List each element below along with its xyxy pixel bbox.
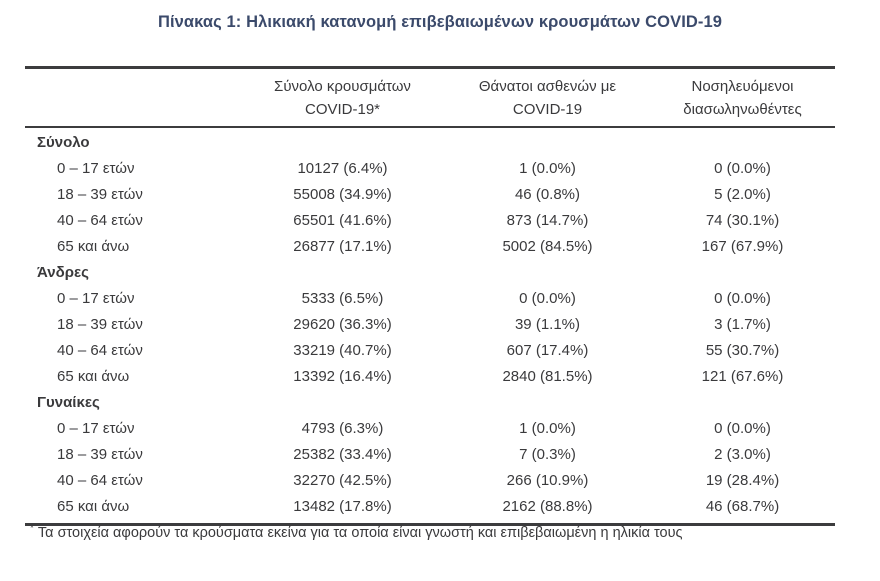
table-row: 0 – 17 ετών 5333 (6.5%) 0 (0.0%) 0 (0.0%… (25, 286, 835, 312)
table-row: 0 – 17 ετών 4793 (6.3%) 1 (0.0%) 0 (0.0%… (25, 416, 835, 442)
table-row: 65 και άνω 13392 (16.4%) 2840 (81.5%) 12… (25, 364, 835, 390)
deaths-value: 2840 (81.5%) (502, 368, 593, 385)
age-label: 0 – 17 ετών (57, 160, 135, 177)
deaths-value: 266 (10.9%) (506, 472, 589, 489)
cases-value: 32270 (42.5%) (293, 472, 392, 489)
age-label: 18 – 39 ετών (57, 186, 143, 203)
deaths-value: 5002 (84.5%) (502, 238, 593, 255)
intubated-value: 0 (0.0%) (714, 290, 771, 307)
table-row: 0 – 17 ετών 10127 (6.4%) 1 (0.0%) 0 (0.0… (25, 156, 835, 182)
cases-value: 65501 (41.6%) (293, 212, 392, 229)
header-cases-line2: COVID-19* (304, 101, 381, 118)
intubated-value: 3 (1.7%) (714, 316, 771, 333)
header-intubated-line1: Νοσηλευόμενοι (691, 78, 794, 95)
intubated-value: 121 (67.6%) (701, 368, 784, 385)
table-row: 18 – 39 ετών 25382 (33.4%) 7 (0.3%) 2 (3… (25, 442, 835, 468)
table-row: 65 και άνω 26877 (17.1%) 5002 (84.5%) 16… (25, 234, 835, 260)
intubated-value: 55 (30.7%) (705, 342, 780, 359)
intubated-value: 5 (2.0%) (714, 186, 771, 203)
intubated-value: 74 (30.1%) (705, 212, 780, 229)
table-row: 18 – 39 ετών 55008 (34.9%) 46 (0.8%) 5 (… (25, 182, 835, 208)
cases-value: 29620 (36.3%) (293, 316, 392, 333)
deaths-value: 1 (0.0%) (519, 160, 576, 177)
group-header-men: Άνδρες (37, 264, 89, 281)
cases-value: 10127 (6.4%) (297, 160, 388, 177)
group-header-women: Γυναίκες (37, 394, 100, 411)
deaths-value: 873 (14.7%) (506, 212, 589, 229)
age-label: 0 – 17 ετών (57, 290, 135, 307)
intubated-value: 167 (67.9%) (701, 238, 784, 255)
table-row: 40 – 64 ετών 65501 (41.6%) 873 (14.7%) 7… (25, 208, 835, 234)
age-label: 65 και άνω (57, 368, 130, 385)
age-label: 18 – 39 ετών (57, 316, 143, 333)
age-label: 65 και άνω (57, 238, 130, 255)
header-cell-intubated: Νοσηλευόμενοι διασωληνωθέντες (650, 75, 835, 121)
age-label: 65 και άνω (57, 498, 130, 515)
covid-age-distribution-table: Σύνολο κρουσμάτων COVID-19* Θάνατοι ασθε… (25, 66, 835, 526)
table-body: Σύνολο 0 – 17 ετών 10127 (6.4%) 1 (0.0%)… (25, 128, 835, 526)
deaths-value: 7 (0.3%) (519, 446, 576, 463)
group-header-total: Σύνολο (37, 134, 90, 151)
deaths-value: 46 (0.8%) (514, 186, 581, 203)
cases-value: 13482 (17.8%) (293, 498, 392, 515)
deaths-value: 607 (17.4%) (506, 342, 589, 359)
header-intubated-line2: διασωληνωθέντες (683, 101, 802, 118)
table-row: 65 και άνω 13482 (17.8%) 2162 (88.8%) 46… (25, 494, 835, 520)
cases-value: 25382 (33.4%) (293, 446, 392, 463)
cases-value: 13392 (16.4%) (293, 368, 392, 385)
age-label: 40 – 64 ετών (57, 472, 143, 489)
table-header-row: Σύνολο κρουσμάτων COVID-19* Θάνατοι ασθε… (25, 66, 835, 128)
header-cell-total-cases: Σύνολο κρουσμάτων COVID-19* (240, 75, 445, 121)
deaths-value: 0 (0.0%) (519, 290, 576, 307)
age-label: 40 – 64 ετών (57, 212, 143, 229)
table-title: Πίνακας 1: Ηλικιακή κατανομή επιβεβαιωμέ… (157, 13, 723, 31)
table-row: 40 – 64 ετών 33219 (40.7%) 607 (17.4%) 5… (25, 338, 835, 364)
table-footnote: * Τα στοιχεία αφορούν τα κρούσματα εκείνα… (30, 523, 850, 541)
header-deaths-line2: COVID-19 (512, 101, 583, 118)
header-cell-deaths: Θάνατοι ασθενών με COVID-19 (445, 75, 650, 121)
intubated-value: 0 (0.0%) (714, 420, 771, 437)
deaths-value: 2162 (88.8%) (502, 498, 593, 515)
age-label: 18 – 39 ετών (57, 446, 143, 463)
cases-value: 26877 (17.1%) (293, 238, 392, 255)
cases-value: 55008 (34.9%) (293, 186, 392, 203)
table-row: 40 – 64 ετών 32270 (42.5%) 266 (10.9%) 1… (25, 468, 835, 494)
footnote-asterisk: * (30, 523, 34, 534)
deaths-value: 39 (1.1%) (514, 316, 581, 333)
deaths-value: 1 (0.0%) (519, 420, 576, 437)
intubated-value: 19 (28.4%) (705, 472, 780, 489)
intubated-value: 2 (3.0%) (714, 446, 771, 463)
cases-value: 5333 (6.5%) (301, 290, 384, 307)
cases-value: 4793 (6.3%) (301, 420, 384, 437)
intubated-value: 46 (68.7%) (705, 498, 780, 515)
intubated-value: 0 (0.0%) (714, 160, 771, 177)
age-label: 40 – 64 ετών (57, 342, 143, 359)
header-cases-line1: Σύνολο κρουσμάτων (274, 78, 411, 95)
header-deaths-line1: Θάνατοι ασθενών με (478, 78, 617, 95)
header-cell-empty (25, 75, 240, 121)
cases-value: 33219 (40.7%) (293, 342, 392, 359)
footnote-text: Τα στοιχεία αφορούν τα κρούσματα εκείνα … (37, 524, 683, 541)
table-row: 18 – 39 ετών 29620 (36.3%) 39 (1.1%) 3 (… (25, 312, 835, 338)
age-label: 0 – 17 ετών (57, 420, 135, 437)
